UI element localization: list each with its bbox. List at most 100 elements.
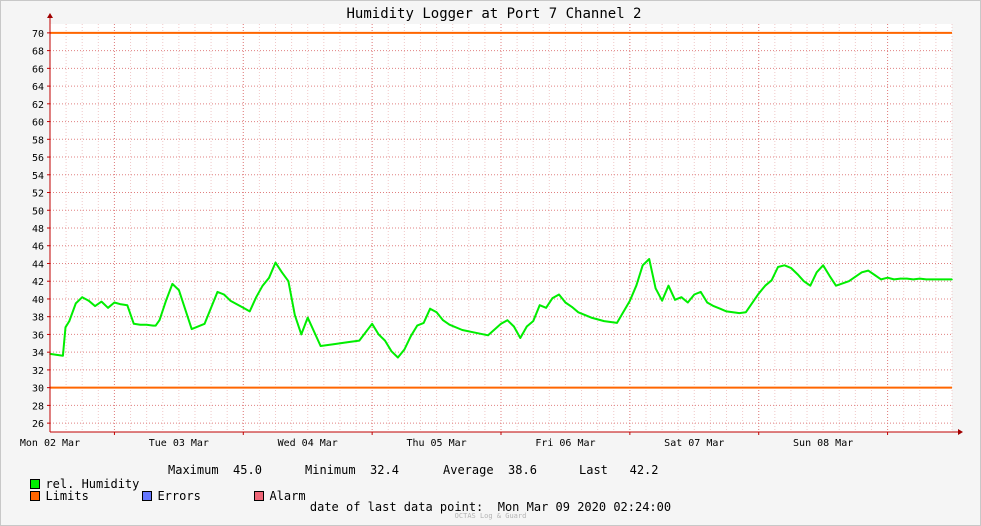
x-tick-label: Sat 07 Mar (664, 438, 724, 449)
data-point (171, 283, 174, 285)
data-point (74, 302, 77, 305)
y-tick-label: 60 (32, 118, 44, 129)
data-point (165, 299, 167, 302)
data-point (641, 264, 644, 267)
data-point (216, 291, 219, 293)
data-point (435, 311, 438, 314)
data-point (918, 277, 921, 280)
y-tick-label: 70 (32, 29, 44, 40)
y-tick-label: 26 (32, 419, 44, 430)
data-point (783, 264, 786, 267)
stat-last: Last 42.2 (579, 463, 659, 477)
data-point (906, 277, 908, 280)
data-point (203, 322, 206, 325)
data-point (674, 299, 676, 301)
avg-label: Average (443, 463, 494, 477)
data-point (790, 267, 792, 269)
stat-average: Average 38.6 (443, 463, 537, 477)
data-point (545, 307, 547, 309)
data-point (94, 305, 96, 307)
x-tick-label: Thu 05 Mar (406, 438, 466, 449)
data-point (390, 350, 393, 353)
data-point (661, 299, 663, 302)
data-point (699, 291, 702, 293)
data-point (126, 304, 129, 306)
data-point (867, 269, 870, 272)
data-point (886, 276, 889, 279)
data-point (764, 284, 766, 287)
data-point (822, 264, 824, 267)
y-tick-label: 52 (32, 189, 44, 200)
data-point (223, 293, 225, 296)
data-point (281, 271, 283, 274)
legend-series: rel. Humidity (30, 477, 139, 491)
data-point (931, 278, 934, 281)
data-point (828, 275, 831, 277)
data-point (667, 284, 670, 287)
errors-label: Errors (157, 489, 201, 503)
data-point (384, 339, 386, 342)
last-label: Last (579, 463, 608, 477)
data-point (519, 337, 522, 339)
data-point (371, 322, 373, 325)
data-point (158, 319, 161, 322)
data-point (248, 310, 251, 313)
data-point (732, 311, 734, 314)
data-point (242, 307, 245, 309)
errors-swatch (142, 491, 153, 501)
data-point (616, 322, 618, 324)
min-value: 32.4 (370, 463, 399, 477)
legend-row-series: rel. Humidity (16, 463, 139, 491)
x-tick-label: Wed 04 Mar (278, 438, 338, 449)
data-point (500, 322, 502, 325)
data-point (951, 278, 953, 281)
y-tick-label: 54 (32, 171, 44, 182)
data-point (590, 316, 592, 319)
series-swatch (30, 479, 41, 489)
y-tick-label: 62 (32, 100, 44, 111)
data-point (770, 279, 773, 282)
data-point (345, 341, 348, 344)
legend-alarm: Alarm (254, 489, 306, 503)
data-point (377, 333, 380, 336)
stat-maximum: Maximum 45.0 (168, 463, 262, 477)
min-label: Minimum (305, 463, 356, 477)
data-point (538, 304, 541, 306)
data-point (429, 307, 431, 310)
data-point (64, 326, 67, 329)
data-point (62, 354, 64, 357)
data-point (603, 320, 605, 322)
data-point (893, 278, 895, 281)
data-point (319, 345, 322, 347)
data-point (113, 301, 116, 304)
data-point (255, 296, 257, 298)
data-point (474, 331, 477, 334)
y-tick-label: 64 (32, 82, 44, 93)
data-point (87, 299, 90, 302)
data-point (190, 328, 193, 330)
data-point (861, 271, 863, 274)
data-point (777, 266, 779, 268)
data-point (848, 280, 850, 283)
data-point (938, 278, 940, 281)
series-label: rel. Humidity (45, 477, 140, 491)
data-point (442, 319, 444, 322)
data-point (132, 322, 135, 325)
x-tick-label: Fri 06 Mar (535, 438, 595, 449)
legend-limits: Limits (30, 489, 142, 503)
y-tick-label: 32 (32, 366, 44, 377)
data-point (809, 284, 812, 287)
data-point (635, 284, 638, 287)
data-point (261, 284, 264, 287)
y-tick-label: 66 (32, 64, 44, 75)
date-value: Mon Mar 09 2020 02:24:00 (497, 500, 672, 514)
data-point (551, 297, 554, 299)
data-point (558, 293, 560, 296)
data-point (680, 296, 683, 298)
data-point (410, 335, 412, 338)
x-tick-label: Tue 03 Mar (149, 438, 209, 449)
data-point (583, 314, 586, 316)
y-tick-label: 36 (32, 330, 44, 341)
avg-value: 38.6 (508, 463, 537, 477)
alarm-label: Alarm (269, 489, 306, 503)
